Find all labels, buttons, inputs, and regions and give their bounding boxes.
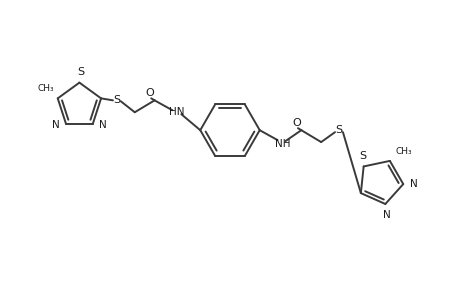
Text: CH₃: CH₃ (37, 84, 54, 93)
Text: S: S (358, 151, 365, 160)
Text: N: N (99, 120, 106, 130)
Text: N: N (383, 210, 390, 220)
Text: N: N (52, 120, 60, 130)
Text: CH₃: CH₃ (395, 147, 412, 156)
Text: N: N (409, 179, 417, 189)
Text: S: S (335, 125, 342, 135)
Text: O: O (292, 118, 301, 128)
Text: NH: NH (274, 139, 290, 149)
Text: S: S (77, 67, 84, 77)
Text: S: S (113, 95, 120, 105)
Text: O: O (146, 88, 154, 98)
Text: HN: HN (168, 107, 184, 117)
